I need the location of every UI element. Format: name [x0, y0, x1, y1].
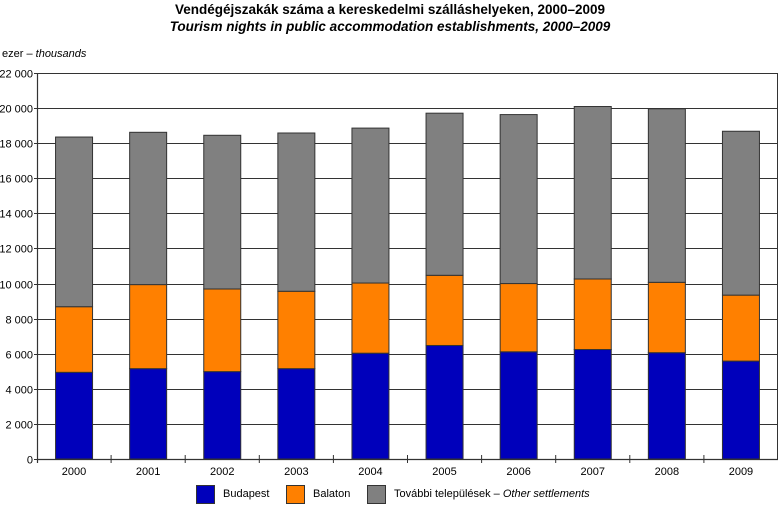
bar-balaton-2000 [55, 306, 94, 373]
legend-swatch-other [367, 484, 386, 504]
y-tick-label: 0 [27, 455, 33, 467]
bar-budapest-2004 [351, 352, 390, 460]
y-tick-label: 6 000 [5, 350, 33, 362]
legend-item-other: További települések – Other settlements [367, 484, 590, 504]
y-tick-label: 22 000 [0, 69, 33, 81]
bar-balaton-2001 [129, 284, 168, 370]
y-tick-label: 16 000 [0, 174, 33, 186]
bar-balaton-2005 [425, 274, 464, 346]
legend-swatch-budapest [196, 484, 215, 504]
bar-other-2007 [573, 106, 612, 280]
y-tick-label: 10 000 [0, 280, 33, 292]
x-tick-label: 2005 [432, 466, 456, 478]
legend: Budapest Balaton További települések – O… [0, 484, 780, 504]
x-tick-label: 2004 [358, 466, 382, 478]
bar-balaton-2009 [721, 294, 760, 362]
x-tick-label: 2000 [62, 466, 86, 478]
bar-balaton-2008 [647, 281, 686, 354]
bar-budapest-2002 [203, 371, 242, 460]
bar-other-2005 [425, 112, 464, 276]
x-tick-label: 2001 [136, 466, 160, 478]
bar-budapest-2006 [499, 351, 538, 460]
x-tick-label: 2006 [506, 466, 530, 478]
chart-subtitle: Tourism nights in public accommodation e… [169, 19, 611, 34]
bar-other-2004 [351, 127, 390, 284]
x-tick-label: 2008 [655, 466, 679, 478]
legend-item-balaton: Balaton [286, 484, 350, 504]
chart-title: Vendégéjszakák száma a kereskedelmi szál… [174, 2, 606, 17]
bar-balaton-2007 [573, 278, 612, 351]
bar-other-2000 [55, 136, 94, 308]
y-tick-label: 20 000 [0, 104, 33, 116]
bar-budapest-2005 [425, 344, 464, 460]
y-tick-label: 18 000 [0, 139, 33, 151]
y-tick-label: 14 000 [0, 209, 33, 221]
x-tick-label: 2009 [729, 466, 753, 478]
y-tick-label: 4 000 [5, 385, 33, 397]
bar-balaton-2002 [203, 288, 242, 373]
legend-item-budapest: Budapest [196, 484, 269, 504]
y-unit-hu: ezer – [2, 48, 36, 60]
bar-budapest-2008 [647, 352, 686, 460]
bar-other-2001 [129, 131, 168, 286]
y-axis-unit-label: ezer – thousands [2, 48, 86, 60]
bar-balaton-2003 [277, 290, 316, 370]
legend-label-balaton: Balaton [313, 488, 351, 500]
x-tick-label: 2002 [210, 466, 234, 478]
bar-other-2008 [647, 108, 686, 283]
bar-budapest-2000 [55, 371, 94, 460]
y-tick-label: 8 000 [5, 315, 33, 327]
bar-other-2003 [277, 132, 316, 292]
x-tick-label: 2003 [284, 466, 308, 478]
legend-label-budapest: Budapest [223, 488, 270, 500]
y-tick-label: 12 000 [0, 244, 33, 256]
bar-other-2009 [721, 130, 760, 296]
bar-budapest-2007 [573, 349, 612, 460]
bar-budapest-2009 [721, 360, 760, 460]
bar-budapest-2003 [277, 368, 316, 460]
legend-label-other-hu: További települések – [394, 488, 503, 500]
legend-swatch-balaton [286, 484, 305, 504]
bar-balaton-2004 [351, 282, 390, 354]
x-tick-label: 2007 [581, 466, 605, 478]
bar-balaton-2006 [499, 283, 538, 353]
bar-other-2002 [203, 134, 242, 290]
legend-label-other-en: Other settlements [502, 488, 590, 500]
bar-other-2006 [499, 114, 538, 285]
bar-budapest-2001 [129, 368, 168, 460]
y-tick-label: 2 000 [5, 420, 33, 432]
y-unit-en: thousands [35, 48, 87, 60]
